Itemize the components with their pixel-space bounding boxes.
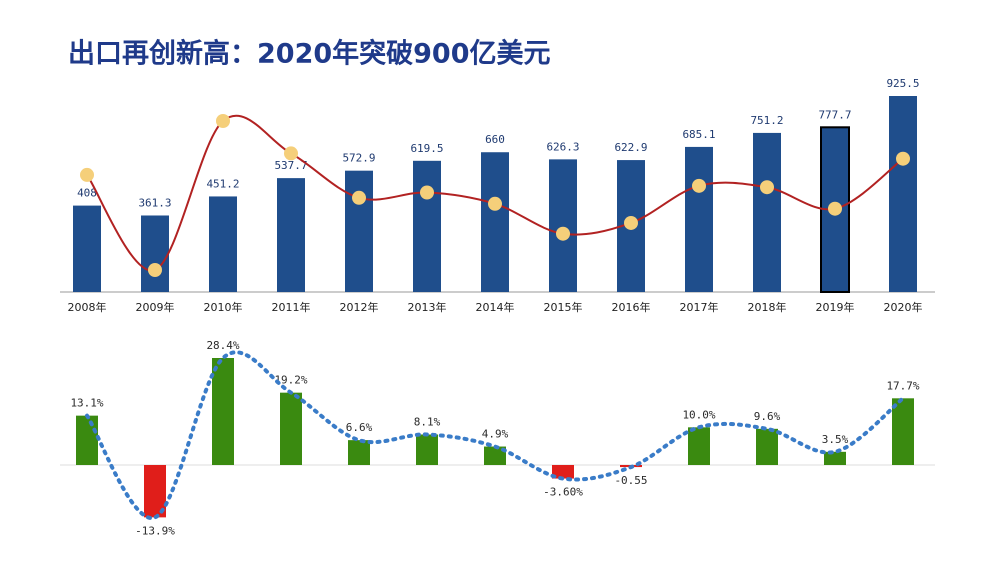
value-label: 626.3 xyxy=(546,140,579,153)
bar xyxy=(481,152,509,292)
x-tick-label: 2013年 xyxy=(408,300,447,314)
value-label: 660 xyxy=(485,133,505,146)
growth-marker xyxy=(556,226,570,241)
value-label: 19.2% xyxy=(274,374,307,387)
x-tick-label: 2012年 xyxy=(340,300,379,314)
x-tick-label: 2011年 xyxy=(272,300,311,314)
x-tick-label: 2019年 xyxy=(816,300,855,314)
growth-marker xyxy=(624,215,638,230)
growth-line xyxy=(85,350,905,520)
value-label: 13.1% xyxy=(70,397,103,410)
bar xyxy=(348,440,370,465)
value-label: 4.9% xyxy=(482,428,509,441)
value-label: 9.6% xyxy=(754,410,781,423)
growth-marker xyxy=(692,178,706,193)
bar xyxy=(688,427,710,465)
value-label: 408 xyxy=(77,187,97,200)
chart-title: 出口再创新高：2020年突破900亿美元 xyxy=(68,38,551,70)
x-tick-label: 2014年 xyxy=(476,300,515,314)
value-label: 572.9 xyxy=(342,152,375,165)
value-label: 451.2 xyxy=(206,177,239,190)
bar xyxy=(824,451,846,465)
bar xyxy=(892,398,914,465)
growth-marker xyxy=(760,180,774,195)
bar xyxy=(345,170,373,292)
x-tick-label: 2010年 xyxy=(204,300,243,314)
growth-marker xyxy=(488,196,502,211)
value-label: 3.5% xyxy=(822,433,849,446)
bar xyxy=(685,146,713,292)
value-label: -0.55 xyxy=(614,474,647,487)
bar xyxy=(73,205,101,292)
growth-marker xyxy=(216,114,230,128)
growth-marker xyxy=(828,201,842,216)
bar xyxy=(416,434,438,465)
value-label: 777.7 xyxy=(818,108,851,121)
value-label: 8.1% xyxy=(414,415,441,428)
growth-marker xyxy=(80,167,94,182)
bar xyxy=(76,415,98,465)
value-label: 17.7% xyxy=(886,379,919,392)
growth-marker xyxy=(148,263,162,277)
bar xyxy=(209,196,237,292)
value-label: 6.6% xyxy=(346,421,373,434)
bar xyxy=(277,178,305,292)
growth-marker xyxy=(284,146,298,161)
x-tick-label: 2016年 xyxy=(612,300,651,314)
bar xyxy=(141,215,169,292)
value-label: 361.3 xyxy=(138,196,171,209)
x-tick-label: 2020年 xyxy=(884,300,923,314)
bar xyxy=(212,358,234,465)
value-label: 10.0% xyxy=(682,408,715,421)
x-tick-label: 2009年 xyxy=(136,300,175,314)
x-tick-label: 2008年 xyxy=(68,300,107,314)
bar xyxy=(413,160,441,292)
bar xyxy=(484,446,506,465)
bar xyxy=(280,392,302,465)
bar xyxy=(756,428,778,465)
bar xyxy=(549,159,577,292)
value-label: 622.9 xyxy=(614,141,647,154)
bar xyxy=(889,96,917,292)
bar xyxy=(753,132,781,292)
value-label: 685.1 xyxy=(682,128,715,141)
x-tick-label: 2018年 xyxy=(748,300,787,314)
value-label: 925.5 xyxy=(886,77,919,90)
x-tick-label: 2017年 xyxy=(680,300,719,314)
bar xyxy=(552,465,574,479)
value-label: 28.4% xyxy=(206,339,239,352)
value-label: 751.2 xyxy=(750,114,783,127)
growth-marker xyxy=(896,151,910,166)
value-label: 619.5 xyxy=(410,142,443,155)
value-label: -13.9% xyxy=(135,524,175,537)
value-label: -3.60% xyxy=(543,486,583,499)
growth-marker xyxy=(420,185,434,200)
value-label: 537.7 xyxy=(274,159,307,172)
bar xyxy=(144,465,166,518)
x-tick-label: 2015年 xyxy=(544,300,583,314)
growth-marker xyxy=(352,190,366,205)
